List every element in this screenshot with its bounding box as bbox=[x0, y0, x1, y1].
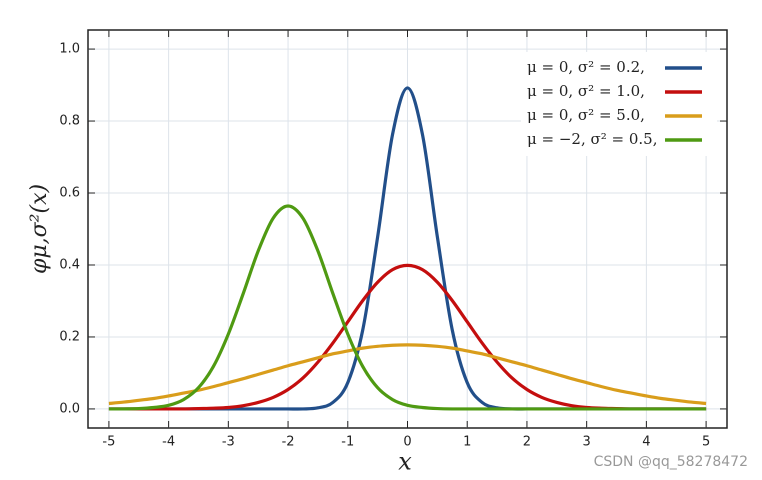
line-series bbox=[108, 343, 707, 406]
legend-label: μ = 0, σ² = 1.0, bbox=[527, 82, 645, 100]
y-tick-label: 0.2 bbox=[59, 329, 80, 344]
x-tick-label: 0 bbox=[403, 435, 411, 450]
x-tick-label: 3 bbox=[583, 435, 591, 450]
plot-layer: 0.0 0.2 0.4 0.6 0.8 1.0 -5 -4 -3 -2 -1 0 1 2 3 4 5 μ = 0,… bbox=[59, 30, 727, 450]
x-tick-label: -5 bbox=[102, 435, 115, 450]
line-series bbox=[108, 204, 707, 411]
legend-label: μ = 0, σ² = 0.2, bbox=[527, 58, 645, 76]
watermark: CSDN @qq_58278472 bbox=[594, 454, 748, 470]
y-tick-label: 1.0 bbox=[59, 42, 80, 57]
y-tick-label: 0.4 bbox=[59, 257, 80, 272]
y-axis-label: φμ,σ²(x) bbox=[27, 184, 52, 274]
x-tick-label: 1 bbox=[463, 435, 471, 450]
x-tick-label: -3 bbox=[222, 435, 235, 450]
x-tick-label: 5 bbox=[702, 435, 710, 450]
y-tick-label: 0.8 bbox=[59, 114, 80, 129]
x-tick-label: -4 bbox=[162, 435, 175, 450]
legend-label: μ = 0, σ² = 5.0, bbox=[527, 106, 645, 124]
y-tick-label: 0.0 bbox=[59, 401, 80, 416]
x-tick-label: -1 bbox=[341, 435, 354, 450]
x-tick-label: -2 bbox=[282, 435, 295, 450]
x-axis-label: x bbox=[398, 448, 412, 476]
x-tick-label: 4 bbox=[642, 435, 650, 450]
x-tick-label: 2 bbox=[523, 435, 531, 450]
y-tick-label: 0.6 bbox=[59, 186, 80, 201]
legend-label: μ = −2, σ² = 0.5, bbox=[527, 130, 657, 148]
